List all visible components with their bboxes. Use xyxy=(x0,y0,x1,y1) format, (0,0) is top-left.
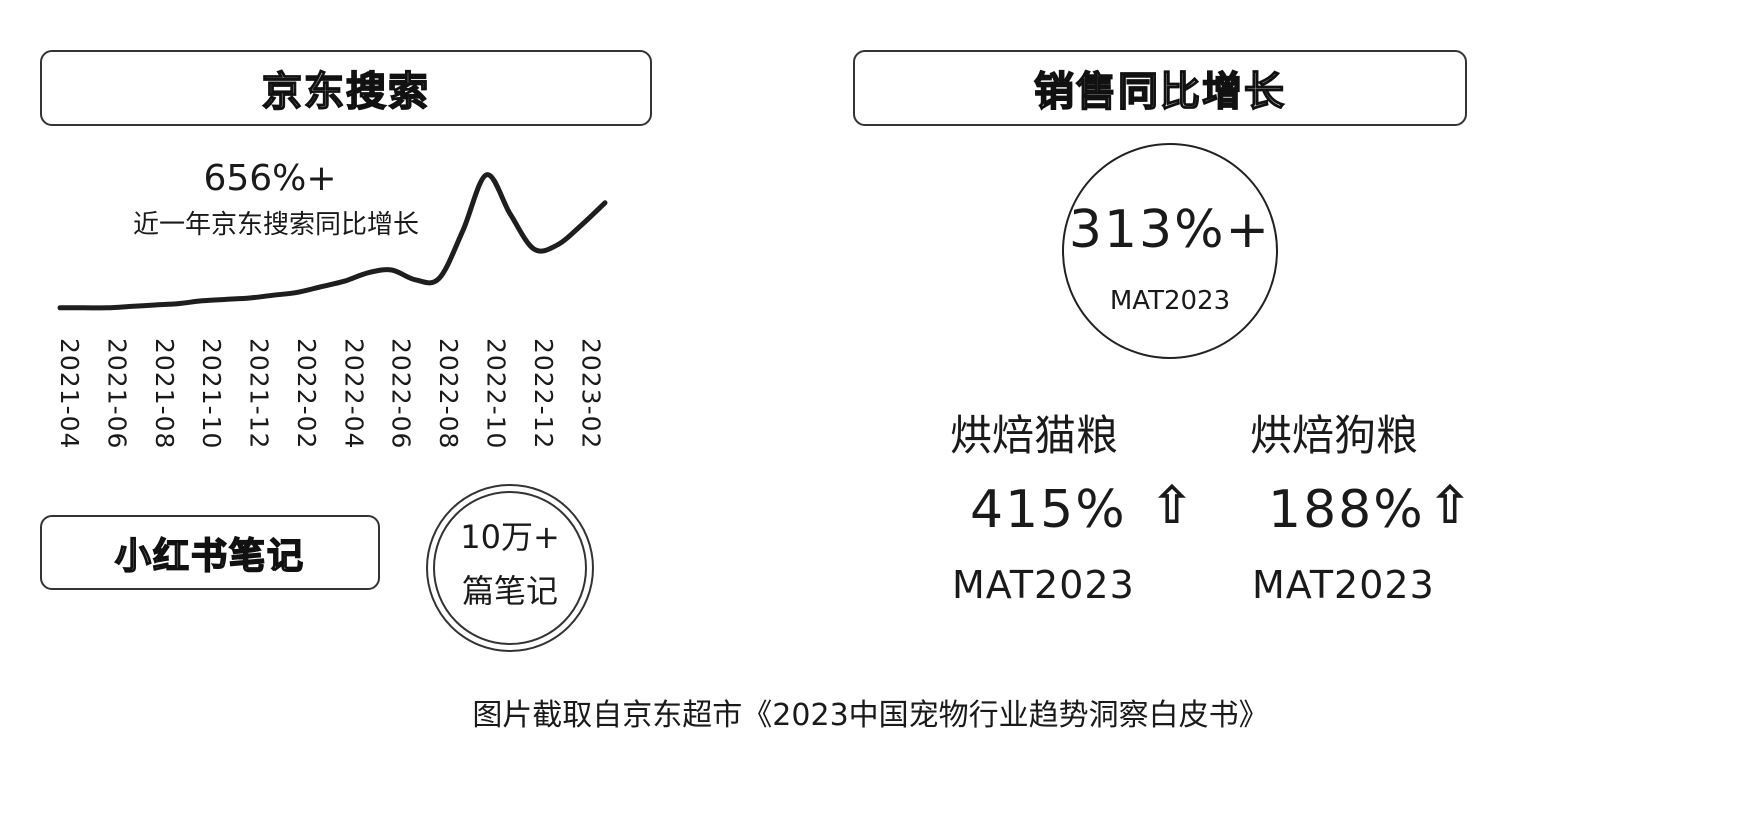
baked-dog-food-up-arrow-icon: ⇧ xyxy=(1428,476,1472,536)
jd-search-header-title: 京东搜索 xyxy=(261,68,430,116)
sales-growth-header-title: 销售同比增长 xyxy=(1033,68,1286,116)
sales-growth-header: 销售同比增长 xyxy=(853,50,1467,126)
x-tick-label: 2022-04 xyxy=(339,338,368,449)
annotation-value: 656%+ xyxy=(203,158,337,199)
baked-cat-food-up-arrow-icon: ⇧ xyxy=(1150,476,1194,536)
x-tick-label: 2022-06 xyxy=(387,338,416,449)
jd-search-header: 京东搜索 xyxy=(40,50,652,126)
xiaohongshu-notes-box: 小红书笔记 xyxy=(40,515,380,590)
headline-growth-value: 313%+ xyxy=(1068,200,1272,260)
notes-count-badge xyxy=(426,484,594,652)
notes-count-badge-inner-ring xyxy=(433,491,587,645)
search-trend-line xyxy=(57,172,608,311)
baked-cat-food-label: 烘焙猫粮 xyxy=(950,411,1119,460)
notes-count-line2: 篇笔记 xyxy=(461,572,558,610)
x-tick-label: 2021-12 xyxy=(245,338,274,449)
x-tick-label: 2023-02 xyxy=(576,338,605,449)
xiaohongshu-notes-title: 小红书笔记 xyxy=(114,535,305,578)
baked-dog-food-label: 烘焙狗粮 xyxy=(1250,411,1419,460)
annotation-text: 近一年京东搜索同比增长 xyxy=(132,210,419,240)
headline-growth-circle xyxy=(1062,143,1278,359)
source-caption: 图片截取自京东超市《2023中国宠物行业趋势洞察白皮书》 xyxy=(472,698,1269,733)
search-trend-chart: 2021-04 2021-06 2021-08 2021-10 2021-12 2022-… xyxy=(55,172,608,449)
x-tick-label: 2022-02 xyxy=(292,338,321,449)
notes-count-line1: 10万+ xyxy=(460,518,560,556)
x-tick-label: 2021-10 xyxy=(197,338,226,449)
headline-growth-period: MAT2023 xyxy=(1109,286,1231,316)
x-tick-label: 2021-08 xyxy=(150,338,179,449)
x-tick-label: 2022-12 xyxy=(529,338,558,449)
x-tick-label: 2021-04 xyxy=(55,338,84,449)
x-tick-label: 2022-08 xyxy=(434,338,463,449)
baked-cat-food-value: 415% xyxy=(970,480,1127,540)
x-tick-label: 2022-10 xyxy=(482,338,511,449)
x-tick-label: 2021-06 xyxy=(102,338,131,449)
baked-dog-food-value: 188% xyxy=(1268,480,1425,540)
baked-cat-food-period: MAT2023 xyxy=(952,563,1135,607)
baked-dog-food-period: MAT2023 xyxy=(1252,563,1435,607)
